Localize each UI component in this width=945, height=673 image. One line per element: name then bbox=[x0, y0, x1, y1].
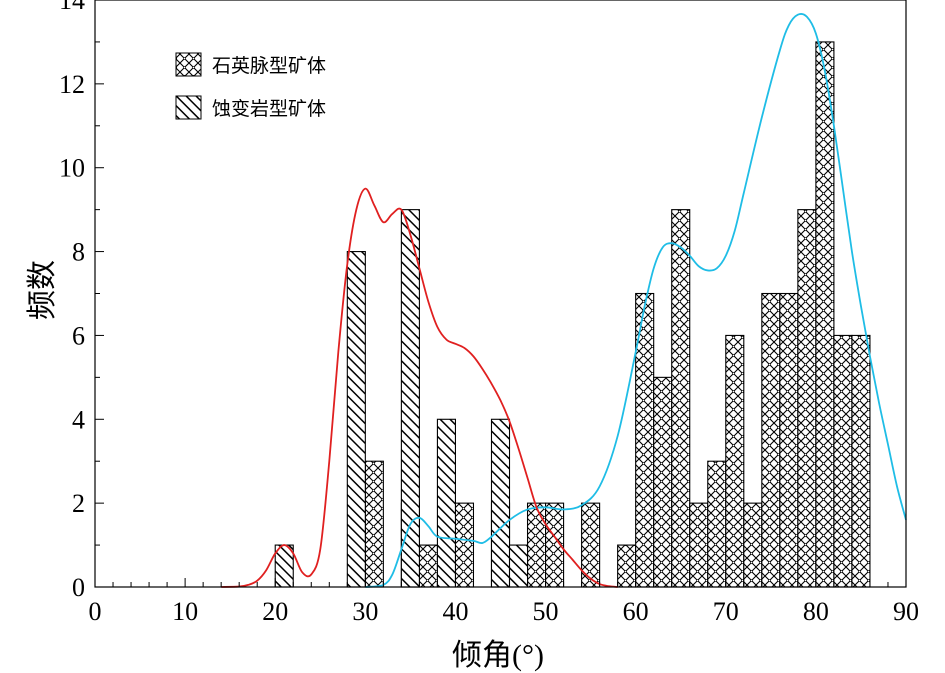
bar-series0-7 bbox=[581, 502, 601, 588]
x-tick-label: 0 bbox=[89, 597, 102, 626]
bar-series1-5 bbox=[508, 544, 529, 588]
x-tick-label: 90 bbox=[893, 597, 919, 626]
bar-series0-12 bbox=[689, 502, 709, 588]
bar-series0-8 bbox=[617, 544, 637, 588]
bar-series0-3 bbox=[454, 502, 475, 588]
y-tick-label: 10 bbox=[59, 154, 85, 183]
bar-series0-11 bbox=[671, 209, 691, 588]
axes-layer: 0 10 20 30 40 50 60 70 80 90 0 2 4 6 8 10 12 14 bbox=[59, 0, 919, 626]
x-tick-label: 60 bbox=[623, 597, 649, 626]
bar-series1-0 bbox=[274, 544, 294, 588]
bar-series0-2 bbox=[418, 544, 438, 588]
x-tick-label: 70 bbox=[713, 597, 739, 626]
bar-series1-3 bbox=[436, 418, 456, 588]
legend-swatch-quartz-vein bbox=[175, 52, 202, 77]
bar-series1-2 bbox=[400, 209, 420, 588]
bar-series0-13 bbox=[707, 460, 727, 588]
y-tick-label: 2 bbox=[72, 489, 85, 518]
curves-layer bbox=[221, 12, 907, 588]
density-curve-series1 bbox=[221, 187, 618, 588]
bar-series0-16 bbox=[761, 292, 781, 588]
legend-label-quartz-vein: 石英脉型矿体 bbox=[212, 55, 326, 77]
bar-series0-0 bbox=[364, 460, 384, 588]
bars-layer bbox=[274, 41, 871, 588]
bar-series0-10 bbox=[653, 376, 673, 588]
x-tick-label: 20 bbox=[262, 597, 288, 626]
x-tick-label: 10 bbox=[172, 597, 198, 626]
y-tick-label: 8 bbox=[72, 238, 85, 267]
bar-series0-15 bbox=[743, 502, 763, 588]
density-curve-series0 bbox=[365, 12, 907, 588]
y-tick-label: 14 bbox=[59, 0, 85, 15]
bar-series1-4 bbox=[490, 418, 511, 588]
legend: 石英脉型矿体 蚀变岩型矿体 bbox=[175, 52, 326, 120]
y-tick-label: 12 bbox=[59, 70, 85, 99]
bar-series0-21 bbox=[851, 334, 871, 588]
legend-label-altered-rock: 蚀变岩型矿体 bbox=[212, 98, 326, 120]
x-tick-label: 80 bbox=[803, 597, 829, 626]
bar-series0-5 bbox=[526, 502, 547, 588]
bar-series0-14 bbox=[725, 334, 745, 588]
x-tick-label: 40 bbox=[442, 597, 468, 626]
bar-series0-18 bbox=[797, 209, 817, 588]
x-tick-label: 50 bbox=[533, 597, 559, 626]
x-tick-label: 30 bbox=[352, 597, 378, 626]
x-axis-title: 倾角(°) bbox=[452, 639, 544, 672]
legend-swatch-altered-rock bbox=[175, 95, 202, 120]
y-tick-label: 0 bbox=[72, 573, 85, 602]
y-tick-label: 6 bbox=[72, 321, 85, 350]
y-tick-label: 4 bbox=[72, 405, 85, 434]
y-axis-title: 频数 bbox=[26, 260, 59, 320]
bar-series0-19 bbox=[815, 41, 835, 588]
bar-series0-17 bbox=[779, 292, 799, 588]
bar-series1-1 bbox=[346, 251, 366, 588]
bar-series0-20 bbox=[833, 334, 853, 588]
